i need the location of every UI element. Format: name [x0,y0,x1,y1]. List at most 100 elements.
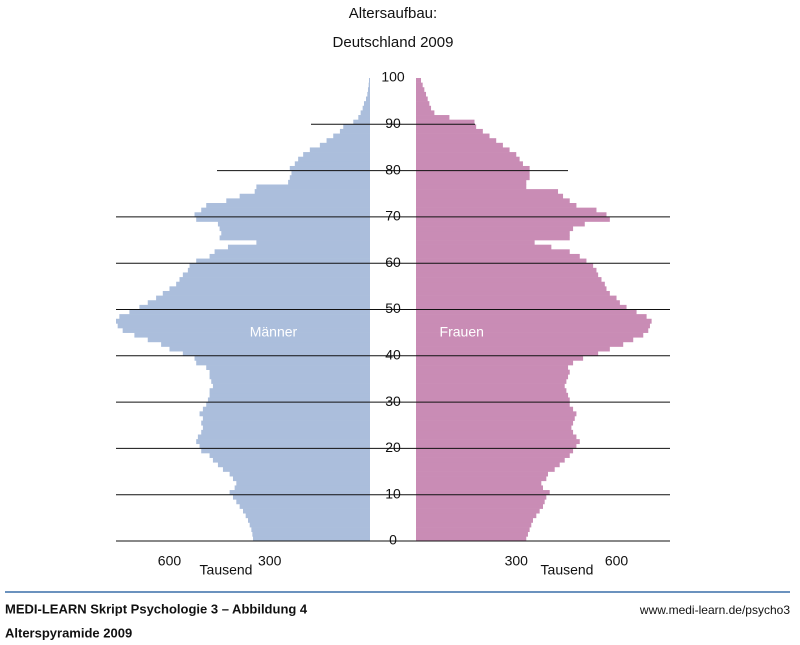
bar [234,485,370,491]
bar [416,249,570,255]
bar [416,267,597,273]
bar [416,531,528,537]
bar [161,341,370,347]
bar [416,476,547,482]
bar [169,346,370,352]
bar [303,152,370,158]
bar [368,78,370,83]
bar [202,415,370,421]
bar [360,110,370,116]
series-label: Frauen [440,323,484,339]
bar [343,124,370,130]
bar [416,522,532,528]
bar [416,429,574,435]
bar [416,457,565,463]
bar [416,300,620,306]
bar [201,420,370,426]
bar [416,263,594,269]
bar [182,272,370,278]
bar [189,263,370,269]
bar [209,388,370,394]
bar [416,443,577,449]
chart-title: Altersaufbau: [349,5,437,22]
bar [416,203,577,208]
bar [416,499,545,505]
bar [209,369,370,375]
bar [416,198,570,204]
bar [202,425,370,431]
bar [416,175,530,181]
bar [199,443,370,449]
bar [339,128,370,134]
bar [416,235,570,241]
bar [209,253,370,259]
bar [416,91,427,97]
bar [363,101,370,107]
bar [119,314,370,320]
bar [222,466,370,472]
bar [197,434,370,440]
bar [196,216,370,222]
bar [212,383,370,389]
bar [416,494,547,500]
bar [162,290,370,296]
bar [253,536,370,542]
bar [326,138,370,144]
bar [196,258,370,264]
y-tick-label: 60 [385,254,401,270]
bar [416,448,574,454]
bar [416,318,652,324]
bar [416,230,570,236]
bar [227,244,370,250]
bar [416,517,533,523]
bar [289,175,370,181]
bar [416,383,565,389]
bar [416,189,559,195]
bar [232,494,370,500]
bar [179,277,370,283]
bar [416,101,430,107]
bar [416,527,530,533]
bar [416,216,610,222]
bar [416,485,543,491]
bar [416,156,520,162]
bar [416,360,574,366]
bar [169,286,370,292]
bar [211,378,370,384]
bar [367,87,370,93]
bar [416,462,560,468]
bar [194,355,370,361]
bar [416,152,517,158]
bar [416,165,530,171]
y-tick-label: 70 [385,208,401,224]
bar [196,360,370,366]
bar [416,115,450,120]
bar [368,82,370,88]
bar [239,193,370,199]
bar [416,471,549,477]
bar [416,286,607,292]
y-tick-label: 20 [385,439,401,455]
bar [134,332,370,338]
x-axis-label: Tausend [541,562,594,578]
bar [416,365,569,370]
bar [291,170,370,176]
bar [209,392,370,398]
bar [416,128,483,134]
bar [416,138,497,144]
bar [229,490,370,495]
bar [219,226,370,232]
bar [254,189,370,195]
bar [319,142,370,148]
x-tick-label: 600 [605,553,629,569]
bar [416,244,552,250]
bar [116,318,370,324]
bar [256,184,370,190]
footer-title: MEDI-LEARN Skript Psychologie 3 – Abbild… [5,601,308,616]
bar [202,406,370,412]
bar [416,434,577,440]
bar [416,355,584,361]
bar [416,490,550,495]
bar [288,179,370,185]
